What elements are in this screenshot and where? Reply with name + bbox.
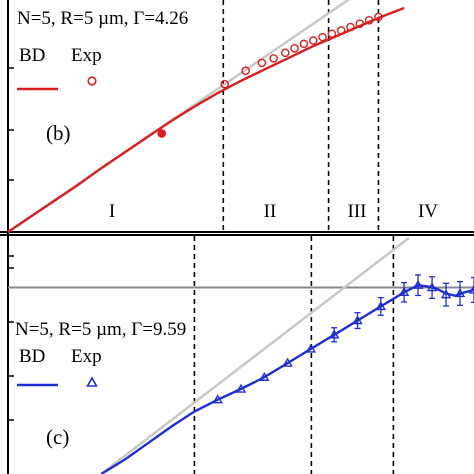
- panel-b-yticks: [8, 67, 14, 181]
- panel-b-legend-bd-label: BD: [19, 45, 45, 66]
- panel-c-yticks: [8, 255, 14, 421]
- panel-c-exp-point: [398, 286, 410, 296]
- panel-c-exp-point: [259, 371, 270, 381]
- panel-c-exp-point: [212, 394, 223, 404]
- panel-c-bd-curve: [100, 283, 474, 474]
- panel-b-legend-title: N=5, R=5 µm, Γ=4.26: [17, 8, 188, 29]
- panel-c-exp-point: [426, 282, 438, 292]
- panel-b-regime-boundaries: [222, 0, 380, 232]
- panel-b-exp-point: [327, 29, 337, 39]
- panel-b-bd-curve: [7, 6, 405, 233]
- panel-b-exp-point: [364, 16, 374, 25]
- panel-b-exp-point: [280, 48, 290, 58]
- panel-c-legend-exp-swatch: [86, 376, 98, 387]
- panel-c-exp-point: [468, 284, 474, 294]
- panel-c-exp-point: [440, 289, 452, 299]
- panel-b-exp-point: [318, 32, 327, 42]
- panel-b-exp-point: [374, 12, 383, 22]
- panel-c-exp-point: [235, 383, 247, 393]
- panel-c-legend-exp-label: Exp: [71, 346, 102, 367]
- panel-b: N=5, R=5 µm, Γ=4.26 BD Exp (b) I II III …: [0, 0, 474, 233]
- panel-b-exp-markers: [157, 12, 383, 138]
- panel-b-exp-point: [241, 66, 250, 76]
- panel-b-exp-point: [220, 79, 229, 89]
- panel-b-exp-point: [346, 22, 355, 32]
- panel-c: N=5, R=5 µm, Γ=9.59 BD Exp (c): [0, 233, 474, 474]
- panel-c-error-bars: [331, 274, 474, 343]
- panel-c-exp-point: [454, 288, 466, 298]
- panel-c-exp-point: [352, 315, 363, 325]
- panel-b-legend-exp-label: Exp: [71, 45, 102, 66]
- panel-c-exp-point: [375, 301, 387, 311]
- panel-b-exp-point: [269, 54, 278, 63]
- panel-c-regime-boundaries: [193, 236, 395, 474]
- panel-b-guide-line: [7, 0, 351, 233]
- panel-b-exp-point: [290, 44, 299, 53]
- panel-c-exp-point: [282, 357, 293, 367]
- panel-c-guide-line: [100, 237, 410, 474]
- panel-b-exp-point: [257, 58, 267, 68]
- regime-label-i: I: [109, 201, 115, 222]
- panel-b-exp-point: [336, 26, 346, 35]
- panel-c-label: (c): [46, 425, 69, 449]
- regime-label-iii: III: [348, 201, 367, 222]
- panel-c-legend-title: N=5, R=5 µm, Γ=9.59: [15, 319, 186, 340]
- regime-label-iv: IV: [418, 201, 438, 222]
- panel-b-exp-point: [355, 19, 365, 28]
- panel-b-exp-point: [299, 39, 309, 49]
- panel-c-exp-point: [412, 279, 424, 289]
- panel-c-exp-point: [328, 329, 340, 339]
- panel-b-exp-point: [308, 36, 318, 45]
- panel-b-legend-exp-swatch: [87, 76, 97, 86]
- panel-b-label: (b): [46, 121, 71, 145]
- regime-label-ii: II: [264, 201, 277, 222]
- panel-c-exp-markers: [212, 279, 474, 404]
- panel-c-legend-bd-label: BD: [19, 346, 45, 367]
- panel-c-exp-point: [305, 343, 317, 353]
- panel-b-exp-point: [157, 129, 167, 138]
